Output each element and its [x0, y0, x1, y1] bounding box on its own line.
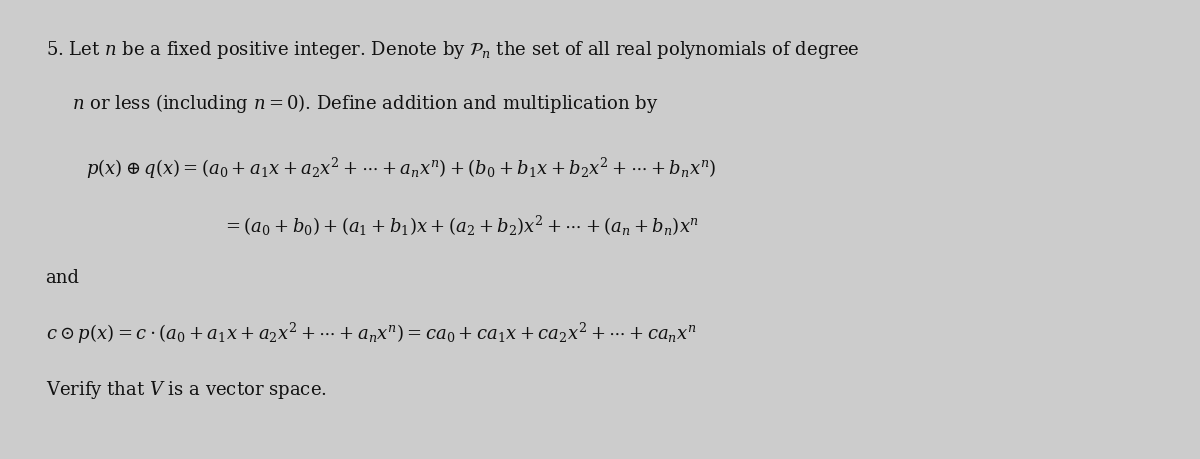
Text: $p(x) \oplus q(x) = (a_0 + a_1 x + a_2 x^2 + \cdots + a_n x^n) + (b_0 + b_1 x + : $p(x) \oplus q(x) = (a_0 + a_1 x + a_2 x… — [86, 156, 716, 181]
Text: $= (a_0 + b_0) + (a_1 + b_1)x + (a_2 + b_2)x^2 + \cdots + (a_n + b_n)x^n$: $= (a_0 + b_0) + (a_1 + b_1)x + (a_2 + b… — [222, 213, 700, 238]
Text: $n$ or less (including $n=0$). Define addition and multiplication by: $n$ or less (including $n=0$). Define ad… — [72, 92, 659, 115]
Text: 5. Let $n$ be a fixed positive integer. Denote by $\mathcal{P}_n$ the set of all: 5. Let $n$ be a fixed positive integer. … — [46, 39, 859, 61]
Text: $c \odot p(x) = c \cdot (a_0 + a_1 x + a_2 x^2 + \cdots + a_n x^n) = ca_0 + ca_1: $c \odot p(x) = c \cdot (a_0 + a_1 x + a… — [46, 321, 696, 347]
Text: Verify that $V$ is a vector space.: Verify that $V$ is a vector space. — [46, 379, 326, 401]
Text: and: and — [46, 269, 79, 286]
